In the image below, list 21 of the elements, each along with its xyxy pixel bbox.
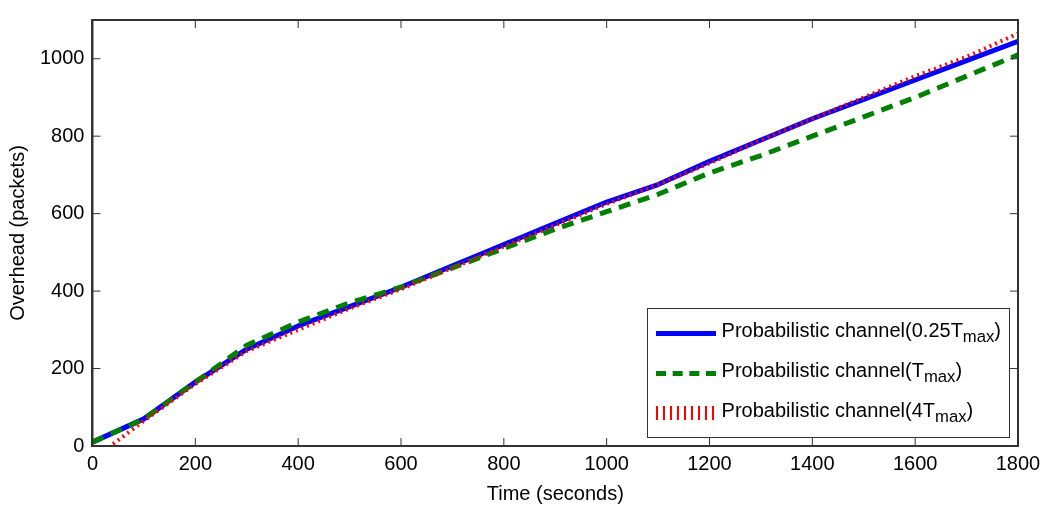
x-tick-label: 400 [281, 451, 315, 474]
y-tick-label: 800 [51, 123, 85, 146]
y-axis-title: Overhead (packets) [5, 145, 28, 321]
y-tick-label: 0 [73, 433, 85, 456]
x-tick-label: 800 [487, 451, 521, 474]
x-tick-label: 200 [178, 451, 213, 474]
x-tick-label: 1000 [584, 451, 629, 474]
x-tick-label: 0 [86, 451, 99, 474]
x-tick-label: 1800 [995, 451, 1041, 474]
legend-label: Probabilistic channel(0.25T$_{max}$) [721, 319, 1001, 347]
legend-label: Probabilistic channel(4T$_{max}$) [721, 399, 974, 427]
x-tick-label: 600 [384, 451, 418, 474]
x-tick-label: 1600 [892, 451, 938, 474]
y-tick-label: 400 [51, 278, 85, 301]
x-tick-label: 1400 [790, 451, 835, 474]
y-tick-label: 200 [51, 356, 85, 379]
x-axis-title: Time (seconds) [486, 481, 624, 504]
x-tick-label: 1200 [687, 451, 732, 474]
legend-label: Probabilistic channel(T$_{max}$) [721, 359, 963, 387]
y-tick-label: 1000 [39, 46, 85, 69]
y-tick-label: 600 [51, 201, 85, 224]
